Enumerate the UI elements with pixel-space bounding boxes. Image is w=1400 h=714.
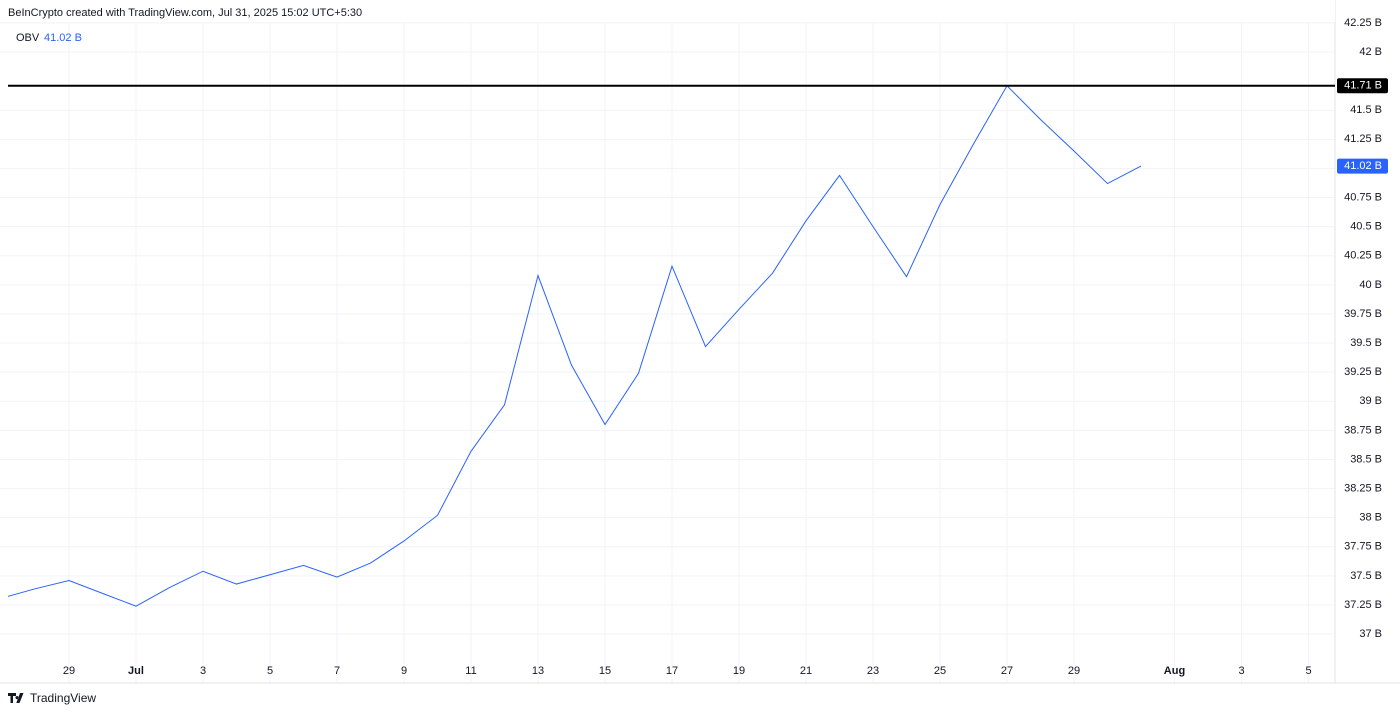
x-tick-label: 5 [1305, 665, 1311, 677]
grid [0, 0, 1335, 683]
y-tick-label: 42 B [1359, 46, 1382, 58]
logo [8, 693, 24, 703]
y-tick-label: 40.25 B [1344, 250, 1382, 262]
y-tick-label: 42.25 B [1344, 17, 1382, 29]
x-tick-label: Jul [128, 665, 144, 677]
x-tick-label: 7 [334, 665, 340, 677]
y-tick-label: 37.5 B [1350, 570, 1382, 582]
x-tick-label: 11 [465, 665, 476, 677]
x-tick-label: 9 [401, 665, 407, 677]
y-tick-label: 37.75 B [1344, 541, 1382, 553]
line-series [8, 84, 1142, 607]
y-tick-label: 38 B [1359, 512, 1382, 524]
header: BeInCrypto created with TradingView.com,… [8, 7, 362, 19]
x-tick-label: 17 [666, 665, 678, 677]
footer: TradingView [30, 691, 96, 705]
y-tick-label: 38.25 B [1344, 482, 1382, 494]
y-tick-label: 37.25 B [1344, 599, 1382, 611]
y-tick-label: 41.25 B [1344, 133, 1382, 145]
last-value-label: 41.02 B [1344, 160, 1382, 172]
x-tick-label: 29 [63, 665, 75, 677]
x-tick-label: 5 [267, 665, 273, 677]
legend-value: 41.02 B [44, 32, 82, 44]
y-tick-label: 40 B [1359, 279, 1382, 291]
plot [8, 84, 1142, 607]
x-tick-label: 3 [200, 665, 206, 677]
y-tick-label: 39.25 B [1344, 366, 1382, 378]
header-bg [0, 0, 1335, 22]
x-tick-label: 23 [867, 665, 879, 677]
legend-name: OBV [16, 32, 40, 44]
y-tick-label: 41.5 B [1350, 104, 1382, 116]
y-tick-label: 39.75 B [1344, 308, 1382, 320]
x-tick-label: 21 [800, 665, 812, 677]
x-tick-label: Aug [1164, 665, 1185, 677]
y-tick-label: 38.75 B [1344, 424, 1382, 436]
y-tick-label: 37 B [1359, 628, 1382, 640]
x-tick-label: 27 [1001, 665, 1013, 677]
x-tick-label: 15 [599, 665, 611, 677]
y-tick-label: 39.5 B [1350, 337, 1382, 349]
x-tick-label: 13 [532, 665, 544, 677]
y-tick-label: 40.5 B [1350, 221, 1382, 233]
x-tick-label: 3 [1238, 665, 1244, 677]
x-tick-label: 29 [1068, 665, 1080, 677]
y-tick-label: 38.5 B [1350, 453, 1382, 465]
price-line-label-bg [1337, 78, 1388, 94]
price-line-label: 41.71 B [1344, 80, 1382, 92]
y-tick-label: 39 B [1359, 395, 1382, 407]
last-value-label-bg [1337, 158, 1388, 174]
x-tick-label: 19 [733, 665, 745, 677]
x-tick-label: 25 [934, 665, 946, 677]
y-tick-label: 40.75 B [1344, 191, 1382, 203]
